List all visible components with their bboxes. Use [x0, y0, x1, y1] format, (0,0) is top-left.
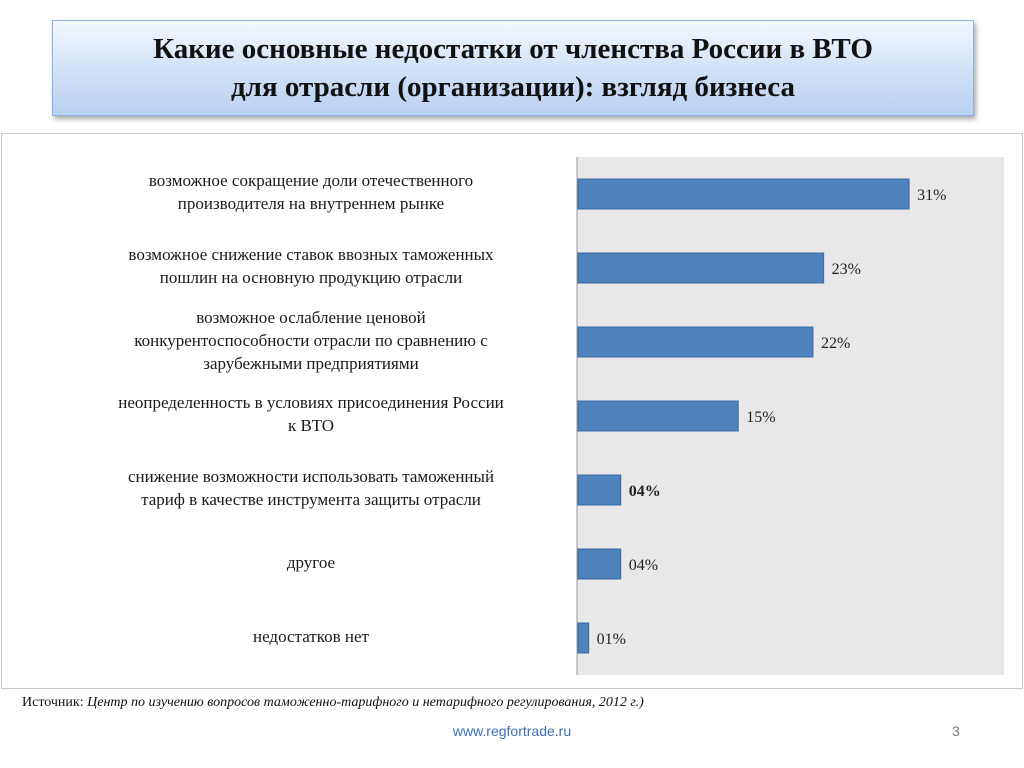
data-label-7: 01%: [597, 631, 626, 648]
category-label-line: возможное сокращение доли отечественного: [148, 171, 474, 190]
slide-title-line-2: для отрасли (организации): взгляд бизнес…: [231, 71, 795, 103]
chart-area: 31% 23% 22% 15% 04% 04% 01% возможное сокращен…: [1, 133, 1023, 689]
source-note: Источник: Центр по изучению вопросов там…: [22, 695, 644, 711]
data-label-3: 22%: [821, 335, 850, 352]
source-text: Центр по изучению вопросов таможенно-тар…: [87, 695, 644, 710]
slide-title-line-1: Какие основные недостатки от членства Ро…: [153, 33, 873, 65]
data-label-1: 31%: [917, 187, 946, 204]
bar-5: [577, 474, 622, 506]
category-label-4: неопределенность в условиях присоединени…: [62, 391, 560, 437]
bar-4: [577, 400, 739, 432]
bar-chart: 31% 23% 22% 15% 04% 04% 01%: [576, 157, 1004, 675]
bar-2: [577, 252, 825, 284]
data-label-6: 04%: [629, 557, 658, 574]
category-label-line: зарубежными предприятиями: [203, 353, 419, 373]
category-label-line: конкурентоспособности отрасли по сравнен…: [134, 330, 488, 350]
slide-title: Какие основные недостатки от членства Ро…: [52, 20, 974, 116]
category-label-1: возможное сокращение доли отечественного…: [62, 169, 560, 215]
bar-3: [577, 326, 814, 358]
category-label-line: производителя на внутреннем рынке: [177, 194, 445, 213]
category-label-line: возможное снижение ставок ввозных таможе…: [128, 245, 494, 264]
category-label-2: возможное снижение ставок ввозных таможе…: [62, 243, 560, 289]
page-number: 3: [952, 723, 960, 739]
bar-6: [577, 548, 622, 580]
bar-1: [577, 178, 910, 210]
category-label-line: к ВТО: [287, 416, 335, 435]
footer-url[interactable]: www.regfortrade.ru: [452, 723, 572, 739]
bar-7: [577, 622, 590, 654]
category-label-5: снижение возможности использовать таможе…: [62, 465, 560, 511]
category-label-line: недостатков нет: [253, 626, 369, 646]
category-label-6: другое: [62, 551, 560, 574]
category-label-line: неопределенность в условиях присоединени…: [118, 393, 504, 412]
source-prefix: Источник:: [22, 695, 84, 710]
category-label-line: другое: [286, 552, 336, 572]
category-label-3: возможное ослабление ценовой конкурентосп…: [62, 306, 560, 375]
data-label-5: 04%: [629, 483, 661, 500]
category-label-line: тариф в качестве инструмента защиты отра…: [141, 490, 481, 509]
data-label-2: 23%: [832, 261, 861, 278]
category-label-line: пошлин на основную продукцию отрасли: [159, 268, 463, 287]
category-label-line: возможное ослабление ценовой: [196, 307, 426, 327]
data-label-4: 15%: [746, 409, 775, 426]
category-label-line: снижение возможности использовать таможе…: [127, 467, 495, 486]
category-label-7: недостатков нет: [62, 625, 560, 648]
